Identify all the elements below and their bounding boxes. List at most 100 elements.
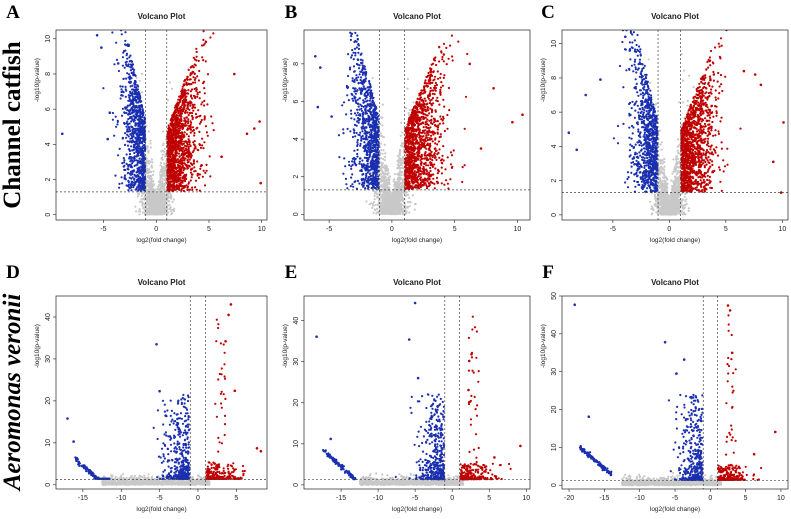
up-point	[185, 151, 188, 155]
ns-point	[141, 211, 144, 214]
up-point	[184, 111, 187, 115]
y-tick-label: 6	[45, 107, 52, 111]
ns-point	[159, 176, 162, 179]
down-point	[141, 145, 144, 148]
ns-point	[381, 152, 384, 155]
down-point	[133, 144, 136, 147]
ns-point	[148, 177, 151, 181]
ns-point	[374, 204, 377, 207]
down-point	[129, 170, 133, 173]
down-point	[114, 174, 117, 177]
up-point	[188, 188, 191, 191]
up-point	[194, 96, 197, 100]
up-point	[183, 131, 186, 134]
ns-point	[161, 187, 165, 190]
up-point	[194, 77, 197, 80]
ns-point	[371, 206, 374, 209]
down-point	[111, 111, 114, 115]
ns-point	[401, 182, 404, 185]
up-point	[175, 144, 178, 148]
ns-point	[150, 182, 153, 185]
down-point	[135, 159, 138, 162]
up-point	[209, 36, 212, 39]
up-point	[185, 184, 188, 187]
ns-point	[381, 212, 384, 216]
up-point	[182, 95, 185, 98]
up-point	[184, 144, 187, 147]
ns-point	[134, 205, 137, 208]
down-point	[115, 58, 119, 62]
ns-point	[169, 205, 172, 209]
up-point	[197, 149, 200, 152]
up-point	[198, 189, 201, 192]
down-point	[119, 97, 122, 100]
ns-point	[165, 192, 169, 195]
ns-point	[152, 195, 155, 198]
ns-point	[146, 203, 149, 206]
down-point	[106, 137, 109, 141]
up-point	[189, 78, 192, 81]
up-point	[174, 150, 177, 153]
ns-point	[393, 212, 396, 215]
up-point	[206, 103, 209, 106]
up-point	[194, 179, 198, 182]
down-point	[122, 91, 125, 94]
down-point	[126, 109, 129, 112]
ns-point	[172, 210, 175, 213]
down-point	[134, 124, 137, 127]
up-point	[189, 128, 192, 131]
ns-point	[161, 167, 164, 170]
down-point	[133, 79, 136, 83]
ns-point	[397, 198, 400, 202]
up-point	[182, 126, 185, 129]
ns-point	[162, 142, 165, 145]
down-point	[130, 126, 134, 129]
up-point	[189, 171, 193, 174]
ns-point	[145, 157, 148, 160]
up-point	[202, 38, 205, 42]
ns-point	[399, 196, 402, 199]
ns-point	[402, 178, 405, 181]
down-point	[135, 139, 138, 142]
up-point	[204, 60, 207, 63]
down-point	[121, 137, 124, 140]
down-point	[117, 154, 120, 157]
ns-point	[373, 194, 376, 197]
up-point	[180, 112, 183, 115]
down-point	[124, 49, 127, 52]
ns-point	[391, 199, 394, 202]
down-point	[138, 136, 141, 139]
ns-point	[382, 183, 385, 186]
down-point	[137, 125, 140, 128]
up-point	[192, 149, 195, 152]
up-point	[173, 179, 177, 182]
down-point	[128, 129, 132, 133]
down-point	[127, 109, 131, 112]
up-point	[183, 162, 186, 165]
up-point	[187, 138, 190, 141]
down-point	[136, 145, 139, 148]
ns-point	[397, 164, 400, 167]
up-point	[179, 127, 182, 130]
up-point	[192, 141, 195, 144]
up-point	[181, 85, 184, 88]
up-point	[194, 106, 197, 109]
ns-point	[393, 173, 396, 176]
up-point	[168, 147, 171, 150]
up-point	[172, 182, 176, 185]
ns-point	[162, 209, 165, 212]
up-point	[192, 76, 195, 79]
up-point	[209, 175, 212, 178]
ns-point	[408, 109, 412, 112]
up-point	[183, 117, 186, 120]
up-point	[245, 132, 249, 136]
y-tick-label: 10	[45, 35, 52, 43]
ns-point	[137, 193, 140, 196]
down-point	[142, 129, 145, 132]
ns-point	[401, 157, 404, 160]
panel-letter: B	[285, 2, 298, 23]
up-point	[168, 144, 171, 147]
ns-point	[400, 208, 403, 211]
ns-point	[373, 208, 376, 211]
down-point	[128, 96, 131, 99]
